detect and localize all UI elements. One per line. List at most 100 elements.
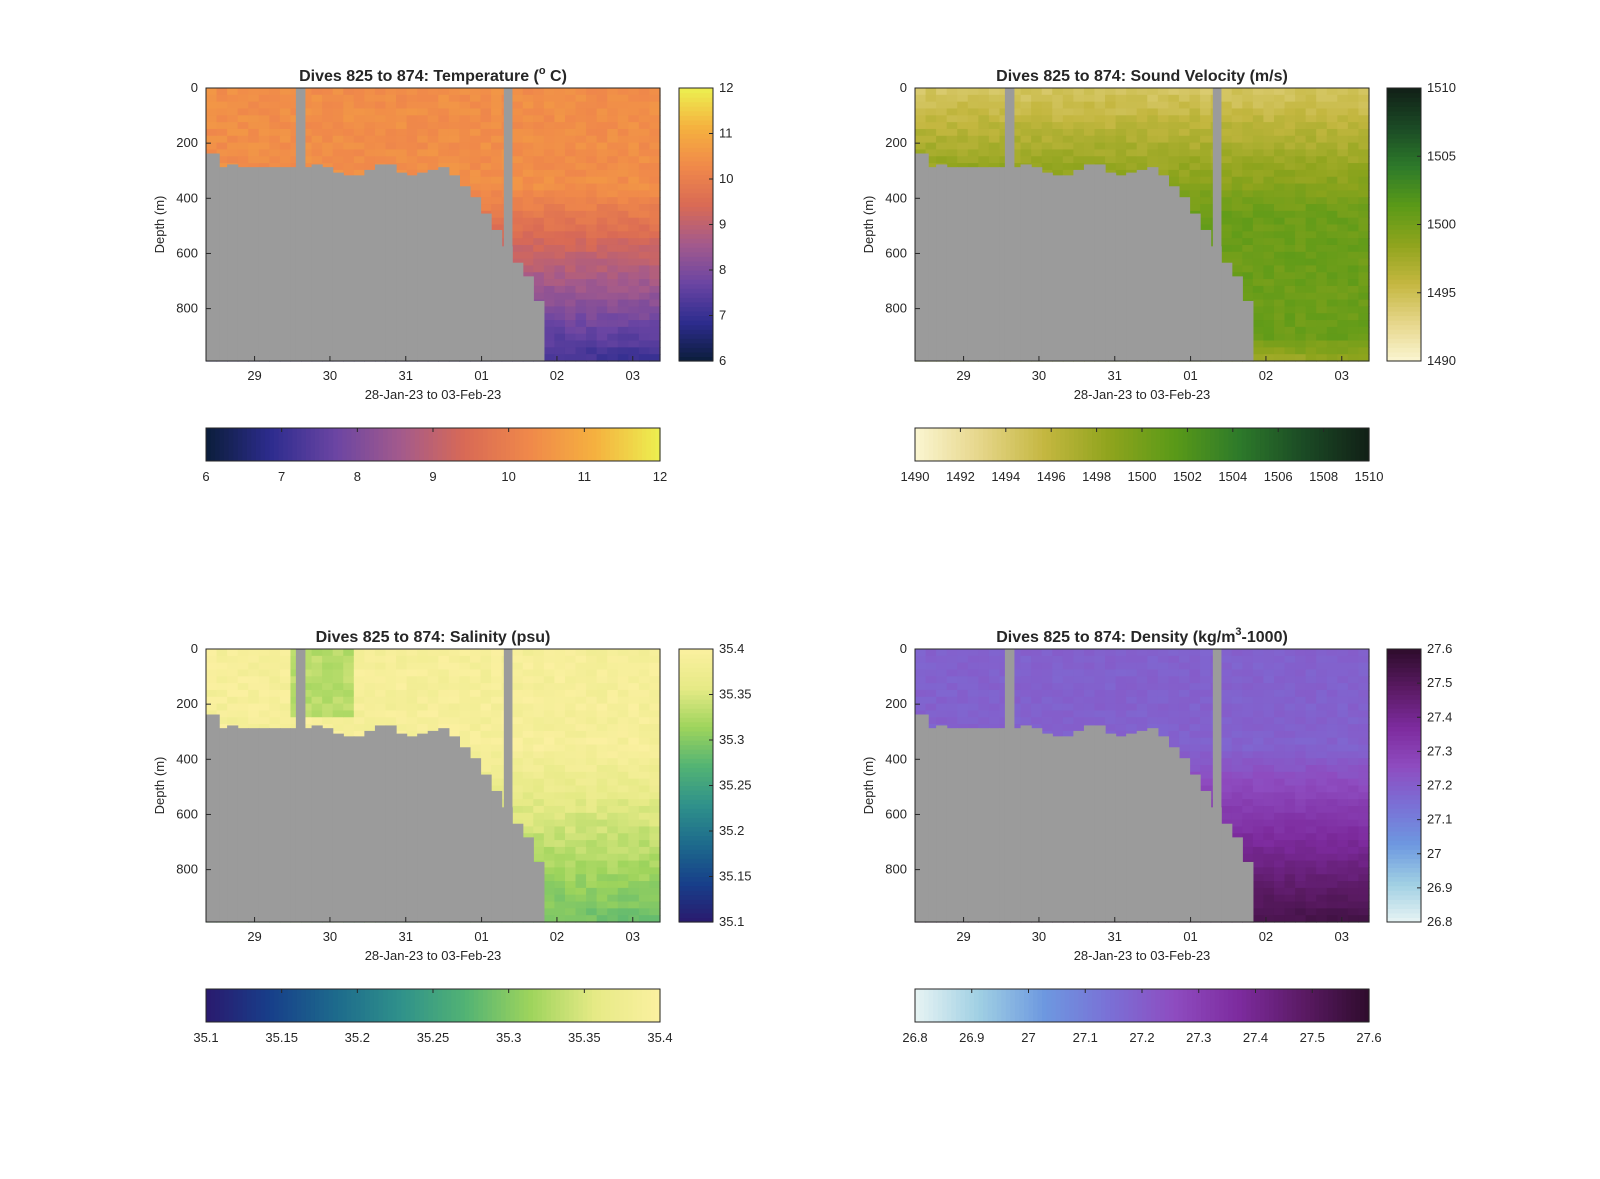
side-colorbar: 1490 1495 1500 1505 1510 <box>1386 80 1456 368</box>
bottom-colorbar-tick-label: 9 <box>429 469 436 484</box>
x-tick-label: 01 <box>1183 929 1197 944</box>
y-tick-label: 0 <box>191 80 198 95</box>
chart-title: Dives 825 to 874: Salinity (psu) <box>316 629 551 646</box>
bottom-colorbar-tick-label: 27 <box>1021 1030 1035 1045</box>
panel-4: 0 200 400 600 800 29 30 31 01 02 03 28-Jan-23 to 03… <box>861 626 1452 1045</box>
gap-bar <box>503 649 513 922</box>
side-colorbar-tick-label: 26.8 <box>1427 914 1452 929</box>
side-colorbar-tick-label: 27.2 <box>1427 778 1452 793</box>
x-tick-label: 01 <box>474 929 488 944</box>
side-colorbar-tick-label: 12 <box>719 80 733 95</box>
y-tick-label: 800 <box>176 301 198 316</box>
bottom-colorbar-tick-label: 35.1 <box>193 1030 218 1045</box>
side-colorbar-tick-label: 35.3 <box>719 732 744 747</box>
bottom-colorbar-tick-label: 1504 <box>1218 469 1247 484</box>
side-colorbar-tick-label: 26.9 <box>1427 880 1452 895</box>
y-tick-label: 600 <box>885 806 907 821</box>
y-tick-label: 600 <box>176 245 198 260</box>
bottom-colorbar-tick-label: 35.25 <box>417 1030 450 1045</box>
no-data-mask <box>915 88 1254 361</box>
x-tick-label: 29 <box>956 368 970 383</box>
y-tick-label: 800 <box>885 301 907 316</box>
y-tick-label: 600 <box>885 245 907 260</box>
x-tick-label: 03 <box>1335 368 1349 383</box>
panel-1: 0 200 400 600 800 29 30 31 01 02 03 28-Jan-23 to 03… <box>152 65 733 484</box>
side-colorbar: 35.1 35.15 35.2 35.25 35.3 35.35 35.4 <box>678 641 752 929</box>
x-tick-label: 03 <box>626 368 640 383</box>
bottom-colorbar-tick-label: 1490 <box>901 469 930 484</box>
no-data-mask <box>206 649 545 922</box>
bottom-colorbar-tick-label: 12 <box>653 469 667 484</box>
bottom-colorbar-tick-label: 35.4 <box>647 1030 672 1045</box>
side-colorbar-tick-label: 35.35 <box>719 687 752 702</box>
y-tick-label: 600 <box>176 806 198 821</box>
bottom-colorbar-tick-label: 35.3 <box>496 1030 521 1045</box>
bottom-colorbar-tick-label: 10 <box>501 469 515 484</box>
bottom-colorbar-tick-label: 11 <box>578 469 592 484</box>
y-tick-label: 200 <box>885 135 907 150</box>
y-tick-label: 400 <box>885 190 907 205</box>
bottom-colorbar: 35.1 35.15 35.2 35.25 35.3 35.35 35.4 <box>193 988 673 1045</box>
bottom-colorbar-tick-label: 27.5 <box>1300 1030 1325 1045</box>
bottom-colorbar-tick-label: 27.4 <box>1243 1030 1268 1045</box>
side-colorbar-tick-label: 27.6 <box>1427 641 1452 656</box>
x-tick-label: 03 <box>626 929 640 944</box>
side-colorbar-tick-label: 6 <box>719 353 726 368</box>
y-tick-label: 0 <box>191 641 198 656</box>
side-colorbar-tick-label: 1510 <box>1427 80 1456 95</box>
gap-bar <box>1212 649 1222 922</box>
side-colorbar-tick-label: 11 <box>719 126 733 141</box>
chart-title: Dives 825 to 874: Sound Velocity (m/s) <box>996 68 1288 85</box>
side-colorbar-tick-label: 35.2 <box>719 823 744 838</box>
gap-bar <box>1004 88 1015 361</box>
bottom-colorbar-tick-label: 35.15 <box>265 1030 298 1045</box>
bottom-colorbar-tick-label: 1508 <box>1309 469 1338 484</box>
y-tick-label: 200 <box>176 135 198 150</box>
y-tick-label: 200 <box>885 696 907 711</box>
x-tick-label: 31 <box>1108 929 1122 944</box>
x-tick-label: 29 <box>247 929 261 944</box>
gap-bar <box>1004 649 1015 922</box>
bottom-colorbar-tick-label: 1494 <box>991 469 1020 484</box>
axes-box <box>205 648 661 923</box>
y-axis-label: Depth (m) <box>152 757 167 815</box>
x-tick-label: 02 <box>1259 929 1273 944</box>
panel-3: 0 200 400 600 800 29 30 31 01 02 03 28-Jan-23 to 03… <box>152 629 752 1045</box>
bottom-colorbar-tick-label: 6 <box>202 469 209 484</box>
x-tick-label: 31 <box>1108 368 1122 383</box>
x-tick-label: 31 <box>399 368 413 383</box>
side-colorbar: 6 7 8 9 10 11 12 <box>678 80 733 368</box>
side-colorbar-tick-label: 27.4 <box>1427 709 1452 724</box>
bottom-colorbar-tick-label: 1498 <box>1082 469 1111 484</box>
panel-2: 0 200 400 600 800 29 30 31 01 02 03 28-Jan-23 to 03… <box>861 68 1456 484</box>
y-tick-label: 400 <box>885 751 907 766</box>
bottom-colorbar-tick-label: 27.2 <box>1129 1030 1154 1045</box>
chart-title: Dives 825 to 874: Density (kg/m3-1000) <box>996 626 1288 646</box>
side-colorbar-tick-label: 1495 <box>1427 285 1456 300</box>
no-data-mask <box>206 88 545 361</box>
x-axis-label: 28-Jan-23 to 03-Feb-23 <box>365 948 502 963</box>
side-colorbar-tick-label: 8 <box>719 262 726 277</box>
side-colorbar-tick-label: 35.1 <box>719 914 744 929</box>
axes-box <box>914 648 1370 923</box>
x-tick-label: 30 <box>1032 929 1046 944</box>
x-tick-label: 31 <box>399 929 413 944</box>
y-tick-label: 0 <box>900 80 907 95</box>
side-colorbar-tick-label: 35.25 <box>719 778 752 793</box>
bottom-colorbar-tick-label: 1496 <box>1037 469 1066 484</box>
side-colorbar-tick-label: 1500 <box>1427 217 1456 232</box>
bottom-colorbar-tick-label: 26.9 <box>959 1030 984 1045</box>
axes-box <box>914 87 1370 362</box>
y-tick-label: 400 <box>176 751 198 766</box>
side-colorbar: 26.8 26.9 27 27.1 27.2 27.3 27.4 27.5 27.6 <box>1386 641 1452 929</box>
x-tick-label: 02 <box>550 929 564 944</box>
chart-title: Dives 825 to 874: Temperature (o C) <box>299 65 567 85</box>
bottom-colorbar-tick-label: 1510 <box>1355 469 1384 484</box>
bottom-colorbar: 1490 1492 1494 1496 1498 1500 1502 1504 1506 1508… <box>901 427 1384 484</box>
y-tick-label: 200 <box>176 696 198 711</box>
bottom-colorbar-tick-label: 8 <box>354 469 361 484</box>
x-axis-label: 28-Jan-23 to 03-Feb-23 <box>365 387 502 402</box>
bottom-colorbar-tick-label: 1492 <box>946 469 975 484</box>
x-tick-label: 30 <box>1032 368 1046 383</box>
